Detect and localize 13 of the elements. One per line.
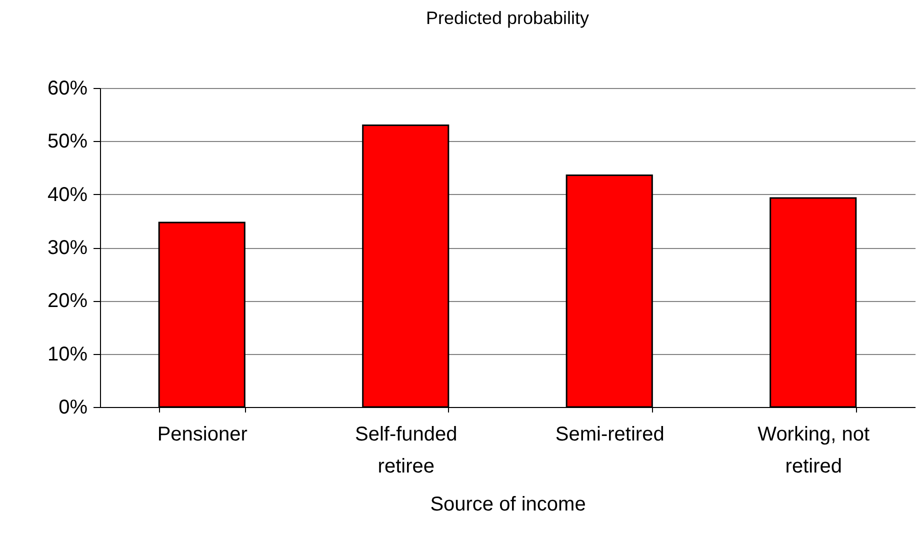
y-tick-label: 0%	[58, 396, 88, 418]
x-tick-label: Pensioner	[157, 424, 248, 446]
chart-title: Predicted probability	[426, 8, 590, 28]
y-tick-label: 20%	[47, 290, 88, 312]
y-tick-label: 50%	[47, 130, 88, 153]
y-tick-label: 10%	[47, 343, 88, 366]
y-tick-label: 60%	[47, 78, 88, 100]
x-tick-label: Self-funded retiree	[354, 424, 458, 478]
x-tick-label: Semi-retired	[555, 424, 664, 446]
y-tick-label: 40%	[47, 184, 88, 206]
y-tick-label: 30%	[47, 237, 88, 259]
x-tick-label: Working, not retired	[758, 424, 870, 478]
x-axis-title: Source of income	[430, 494, 586, 516]
